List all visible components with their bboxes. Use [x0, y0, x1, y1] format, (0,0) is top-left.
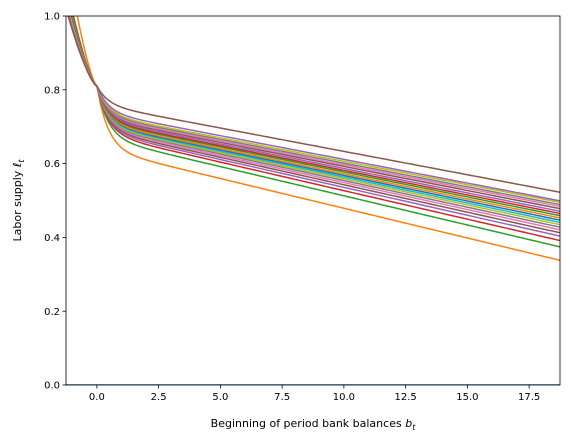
x-axis-label-b: b: [405, 417, 412, 430]
x-axis-label-subscript: t: [412, 423, 416, 432]
x-axis-label-text: Beginning of period bank balances: [211, 417, 402, 430]
x-tick-label: 2.5: [151, 392, 167, 403]
series-line-1: [76, 16, 560, 262]
series-line-3: [72, 16, 560, 242]
y-axis-ticks: 0.0 0.2 0.4 0.6 0.8 1.0: [44, 12, 66, 392]
y-axis-label: Labor supply ℓt: [11, 159, 26, 242]
y-tick-label: 0.2: [44, 307, 60, 318]
y-tick-label: 0.8: [44, 85, 60, 96]
series-line-20: [67, 16, 560, 193]
series-line-2: [72, 16, 560, 248]
x-tick-label: 7.5: [274, 392, 290, 403]
plot-frame: [65, 15, 561, 386]
y-axis-label-subscript: t: [17, 159, 26, 163]
x-axis-label: Beginning of period bank balances bt: [211, 417, 417, 432]
x-tick-label: 10.0: [333, 392, 355, 403]
y-tick-label: 0.6: [44, 159, 60, 170]
x-axis-ticks: 0.0 2.5 5.0 7.5 10.0 12.5 15.0 17.5: [89, 385, 540, 403]
series-line-19: [68, 16, 560, 202]
x-tick-label: 17.5: [518, 392, 540, 403]
y-axis-label-ell: ℓ: [11, 163, 24, 169]
series-line-18: [69, 16, 560, 204]
y-tick-label: 0.0: [44, 381, 60, 392]
x-tick-label: 5.0: [212, 392, 228, 403]
x-tick-label: 15.0: [456, 392, 478, 403]
series-layer: [66, 16, 560, 385]
x-tick-label: 12.5: [394, 392, 416, 403]
x-tick-label: 0.0: [89, 392, 105, 403]
y-axis-label-text: Labor supply: [11, 170, 24, 241]
y-tick-label: 1.0: [44, 12, 60, 23]
y-tick-label: 0.4: [44, 233, 60, 244]
